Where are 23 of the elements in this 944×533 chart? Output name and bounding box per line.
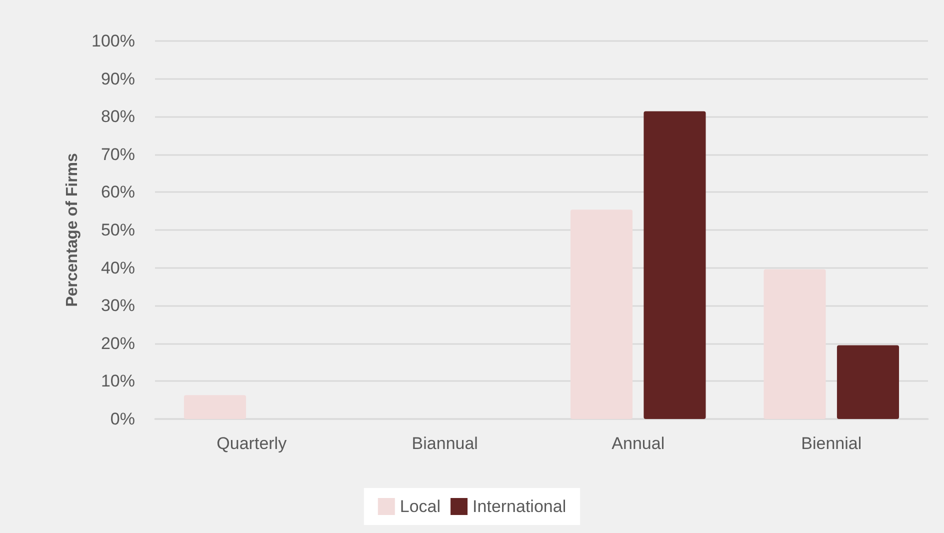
x-tick-label: Annual (612, 434, 665, 453)
y-tick-label: 60% (100, 182, 135, 202)
bar (836, 345, 900, 419)
y-tick-label: 30% (100, 296, 135, 316)
legend-label: International (472, 497, 566, 516)
bar (764, 269, 826, 419)
bar (644, 111, 706, 419)
y-tick-label: 70% (100, 144, 135, 164)
y-tick-label: 50% (100, 220, 135, 240)
x-tick-label: Quarterly (216, 434, 288, 453)
y-axis-title: Percentage of Firms (64, 152, 82, 307)
x-tick-label: Biannual (412, 434, 478, 453)
bar (184, 395, 246, 419)
legend-label: Local (400, 497, 441, 516)
y-tick-label: 0% (110, 410, 135, 428)
x-tick-label: Biennial (801, 434, 862, 453)
y-tick-label: 90% (100, 69, 135, 88)
y-tick-label: 20% (100, 334, 135, 353)
bar (570, 210, 633, 419)
y-tick-label: 40% (100, 258, 135, 278)
y-tick-label: 100% (92, 32, 135, 50)
y-tick-label: 80% (100, 107, 135, 126)
y-tick-label: 10% (100, 372, 135, 391)
